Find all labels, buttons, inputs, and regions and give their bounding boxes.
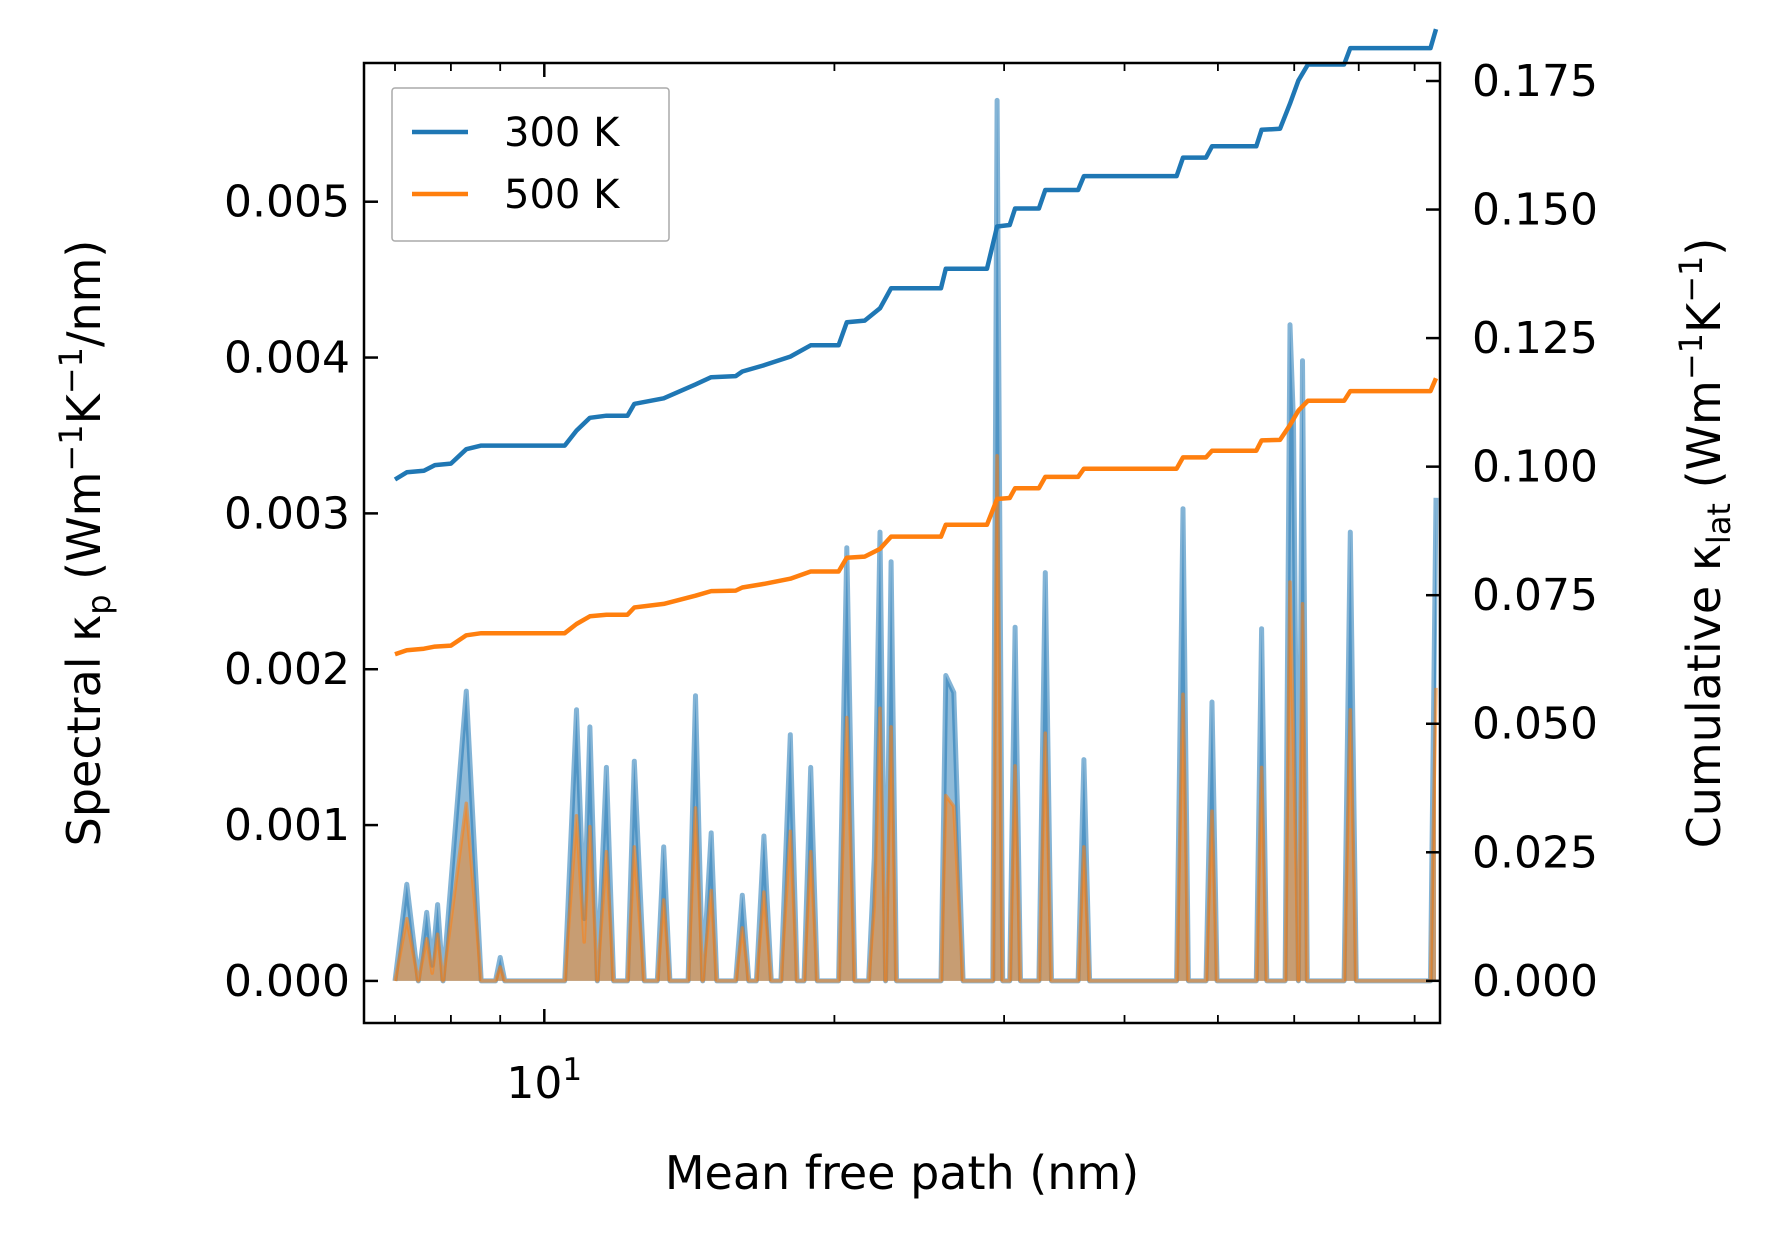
y-left-tick-label: 0.005 — [224, 177, 350, 228]
label-part: lat — [1700, 503, 1738, 544]
y-right-tick-label: 0.050 — [1472, 699, 1598, 750]
label-part: −1 — [1672, 333, 1710, 380]
legend-label: 500 K — [504, 172, 621, 218]
y-right-tick-label: 0.100 — [1472, 442, 1598, 493]
y-left-tick-label: 0.003 — [224, 488, 350, 539]
y-right-tick-label: 0.000 — [1472, 956, 1598, 1007]
legend-box — [391, 87, 670, 242]
legend: 300 K 500 K — [391, 87, 670, 242]
label-part: −1 — [52, 424, 90, 471]
y-right-axis-label: Cumulative κlat (Wm−1K−1) — [1672, 238, 1738, 849]
label-part: K — [57, 392, 111, 424]
x-tick-exponent: 1 — [562, 1052, 582, 1088]
plot-frame — [362, 61, 1442, 1025]
label-part: (Wm — [57, 472, 111, 595]
y-left-tick-label: 0.004 — [224, 333, 350, 384]
y-right-tick-label: 0.150 — [1472, 185, 1598, 236]
y-left-tick-label: 0.000 — [224, 956, 350, 1007]
cumulative-500K-line — [394, 377, 1439, 657]
cumulative-300K-line — [393, 28, 1439, 482]
y-right-tick-label: 0.025 — [1472, 827, 1598, 878]
plot-area — [392, 28, 1439, 984]
y-right-tick-label: 0.175 — [1472, 56, 1598, 107]
spectral-500K-line — [393, 453, 1438, 983]
label-part: Cumulative κ — [1677, 544, 1731, 848]
label-part: (Wm — [1677, 380, 1731, 503]
legend-label: 300 K — [504, 110, 621, 156]
y-right-tick-label: 0.075 — [1472, 570, 1598, 621]
label-part: −1 — [1672, 256, 1710, 303]
y-left-tick-label: 0.002 — [224, 644, 350, 695]
x-axis-label: Mean free path (nm) — [665, 1146, 1139, 1200]
label-part: −1 — [52, 347, 90, 394]
label-part: p — [80, 594, 118, 614]
label-part: /nm) — [57, 240, 111, 347]
y-right-tick-label: 0.125 — [1472, 313, 1598, 364]
y-left-tick-label: 0.001 — [224, 800, 350, 851]
axes: 0.000 0.001 0.002 0.003 0.004 0.005 0.000 0.025… — [52, 56, 1738, 1200]
label-part: Spectral κ — [57, 615, 111, 847]
label-part: ) — [1677, 238, 1731, 256]
y-left-axis-label: Spectral κp (Wm−1K−1/nm) — [52, 240, 118, 847]
x-tick-label: 101 — [506, 1052, 582, 1109]
x-tick-base: 10 — [506, 1058, 562, 1109]
label-part: K — [1677, 301, 1731, 333]
